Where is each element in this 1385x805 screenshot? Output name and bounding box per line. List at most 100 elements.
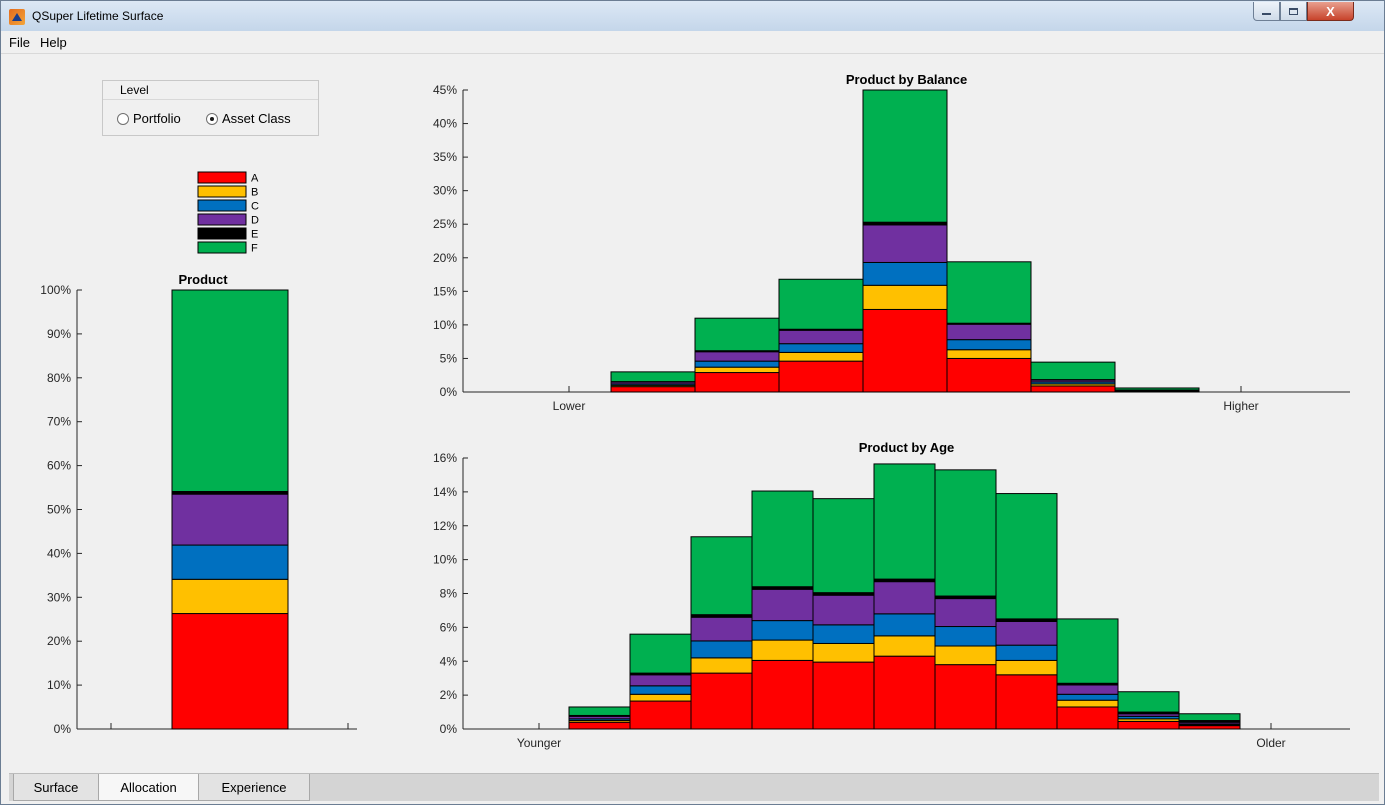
y-tick-label: 10% (433, 553, 457, 567)
maximize-button[interactable] (1280, 2, 1307, 21)
y-tick-label: 8% (440, 587, 458, 601)
y-tick-label: 30% (433, 184, 457, 198)
bar-segment-c (812, 624, 875, 644)
bar-segment-f (946, 261, 1032, 324)
bar-segment-d (694, 351, 780, 362)
y-tick-label: 12% (433, 519, 457, 533)
y-tick-label: 45% (433, 83, 457, 97)
bar-segment-f (629, 633, 692, 674)
chart-title: Product (178, 272, 228, 287)
bar-segment-d (934, 598, 997, 628)
legend-label-c: C (251, 201, 259, 213)
legend-swatch-e (197, 227, 247, 240)
tab-bar: Surface Allocation Experience (9, 773, 1379, 801)
radio-portfolio-label: Portfolio (133, 111, 181, 126)
y-tick-label: 4% (440, 654, 458, 668)
level-panel: Level Portfolio Asset Class (102, 80, 319, 136)
bar-segment-f (694, 317, 780, 352)
radio-checked-icon (206, 112, 218, 125)
bar-segment-d (629, 674, 692, 687)
menu-help[interactable]: Help (40, 35, 67, 50)
close-button[interactable]: X (1307, 2, 1354, 21)
bar-segment-b (751, 639, 814, 661)
chart-product-by-balance: 0% 5% 10% 15% 20% 25% 30% 35% 40% 45% Product by B… (433, 72, 1350, 413)
y-tick-label: 70% (47, 415, 71, 429)
title-bar[interactable]: QSuper Lifetime Surface X (1, 1, 1384, 31)
tab-allocation[interactable]: Allocation (98, 774, 199, 801)
menu-bar: File Help (1, 31, 1384, 54)
y-tick-label: 0% (440, 722, 458, 736)
y-tick-label: 6% (440, 620, 458, 634)
minimize-button[interactable] (1253, 2, 1280, 21)
radio-asset-class[interactable]: Asset Class (206, 111, 291, 126)
bar-segment-b (629, 693, 692, 702)
bar-segment-b (946, 349, 1032, 359)
legend-label-d: D (251, 215, 259, 227)
legend-swatch-b (197, 185, 247, 198)
bar-segment-d (862, 224, 948, 263)
y-tick-label: 90% (47, 327, 71, 341)
y-tick-label: 35% (433, 150, 457, 164)
chart-product: 0% 10% 20% 30% 40% 50% 60% 70% 80% 90% 100% Product (40, 272, 357, 736)
legend-label-e: E (251, 229, 258, 241)
bar-segment-f (862, 89, 948, 223)
x-tick-label: Higher (1223, 399, 1258, 413)
bar-segment-b (812, 642, 875, 663)
y-tick-label: 100% (40, 283, 71, 297)
bar-segment-c (934, 626, 997, 647)
radio-unchecked-icon (117, 112, 129, 125)
bar-segment-d (778, 329, 864, 345)
bar-segment-a (751, 659, 814, 730)
bar-segment-d (812, 594, 875, 626)
tab-surface[interactable]: Surface (13, 774, 99, 801)
y-tick-label: 5% (440, 351, 458, 365)
legend-swatch-a (197, 171, 247, 184)
y-tick-label: 10% (47, 678, 71, 692)
bar-segment-d (690, 616, 753, 642)
bar-segment-d (873, 581, 936, 615)
bar-segment-d (171, 493, 289, 546)
radio-portfolio[interactable]: Portfolio (117, 111, 181, 126)
bar-segment-a (1030, 385, 1116, 393)
bar-segment-a (862, 308, 948, 393)
x-tick-label: Older (1256, 736, 1285, 750)
bar-segment-a (934, 664, 997, 730)
y-tick-label: 14% (433, 485, 457, 499)
tab-experience[interactable]: Experience (198, 774, 310, 801)
bar-segment-a (694, 372, 780, 393)
y-tick-label: 0% (440, 385, 458, 399)
bar-segment-a (1178, 725, 1241, 730)
y-tick-label: 60% (47, 459, 71, 473)
bar-segment-b (995, 659, 1058, 676)
bar-segment-f (1117, 691, 1180, 713)
bar-segment-a (812, 661, 875, 730)
bar-segment-c (995, 644, 1058, 661)
bar-segment-d (1056, 684, 1119, 695)
minimize-icon (1262, 13, 1271, 15)
close-icon: X (1326, 3, 1335, 19)
maximize-icon (1289, 7, 1298, 15)
bar-segment-c (946, 339, 1032, 351)
menu-file[interactable]: File (9, 35, 30, 50)
bar-segment-c (171, 544, 289, 580)
y-tick-label: 25% (433, 217, 457, 231)
bar-segment-d (946, 323, 1032, 341)
y-tick-label: 80% (47, 371, 71, 385)
bar-segment-c (778, 343, 864, 353)
bar-segment-f (778, 278, 864, 330)
charts-canvas: 0% 10% 20% 30% 40% 50% 60% 70% 80% 90% 100% Product… (40, 72, 1350, 750)
bar-segment-f (610, 371, 696, 383)
legend-swatch-c (197, 199, 247, 212)
legend-label-a: A (251, 173, 259, 185)
bar-segment-a (1056, 706, 1119, 730)
bar-segment-a (629, 700, 692, 730)
legend-label-f: F (251, 243, 258, 255)
bar-segment-f (751, 490, 814, 588)
radio-asset-class-label: Asset Class (222, 111, 291, 126)
bar-segment-f (1030, 361, 1116, 381)
y-tick-label: 10% (433, 318, 457, 332)
bar-segment-c (862, 261, 948, 286)
y-tick-label: 40% (47, 546, 71, 560)
bar-segment-b (690, 657, 753, 674)
